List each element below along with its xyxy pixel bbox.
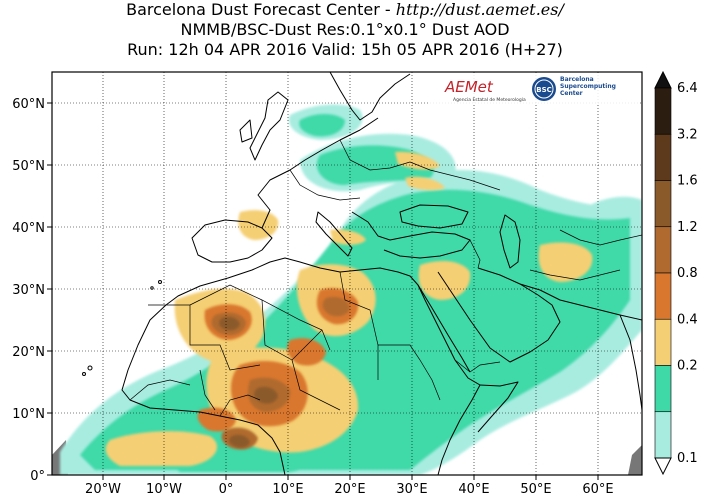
lat-label: 60°N — [12, 97, 45, 112]
lon-label: 30°E — [396, 482, 427, 496]
colorbar-segment — [654, 318, 672, 366]
colorbar-segment — [654, 180, 672, 228]
colorbar-tick-label: 0.1 — [677, 451, 698, 466]
lon-label: 40°E — [458, 482, 489, 496]
axis-ticks — [47, 102, 599, 480]
title-center-name: Barcelona Dust Forecast Center - — [126, 0, 396, 19]
bsc-logo[interactable]: BSC Barcelona Supercomputing Center — [532, 76, 616, 101]
colorbar-tick-label: 3.2 — [677, 127, 698, 142]
lon-label: 0° — [219, 482, 234, 496]
aemet-logo-caption: Agencia Estatal de Meteorología — [453, 96, 526, 103]
colorbar-tick-label: 0.2 — [677, 359, 698, 374]
colorbar-segment — [654, 411, 672, 459]
colorbar-extend-bottom — [654, 457, 672, 476]
map-panel: AEMet Agencia Estatal de Meteorología BS… — [52, 72, 642, 475]
colorbar-tick-label: 0.4 — [677, 312, 698, 327]
dust-layer-1-6 — [219, 316, 278, 448]
nodata-corner-right — [628, 445, 642, 475]
bsc-logo-name-2: Supercomputing — [560, 83, 616, 90]
colorbar-tick-label: 1.2 — [677, 220, 698, 235]
lon-label: 20°W — [85, 482, 121, 496]
aemet-logo-text: AEMet — [444, 78, 494, 96]
bsc-logo-circle — [532, 77, 556, 101]
title-url[interactable]: http://dust.aemet.es/ — [395, 0, 564, 19]
title-line-2: NMMB/BSC-Dust Res:0.1°x0.1° Dust AOD — [180, 20, 510, 39]
title-line-1: Barcelona Dust Forecast Center - http://… — [0, 0, 690, 19]
colorbar-extend-top — [654, 70, 672, 89]
colorbar-segment — [654, 272, 672, 320]
coastlines — [82, 72, 642, 475]
lat-label: 50°N — [12, 159, 45, 174]
colorbar-segment — [654, 87, 672, 135]
graticule — [52, 72, 642, 475]
longitude-labels: 20°W 10°W 0° 10°E 20°E 30°E 40°E 50°E 60… — [85, 482, 614, 496]
logo-group: AEMet Agencia Estatal de Meteorología BS… — [430, 74, 640, 104]
colorbar: 6.4 3.2 1.6 1.2 0.8 0.4 0.2 0.1 — [654, 70, 698, 476]
lon-label: 10°W — [146, 482, 182, 496]
lon-label: 50°E — [520, 482, 551, 496]
bsc-logo-name-3: Center — [560, 90, 583, 97]
lon-label: 20°E — [334, 482, 365, 496]
colorbar-tick-label: 6.4 — [677, 81, 698, 96]
colorbar-segment — [654, 226, 672, 274]
lat-label: 40°N — [12, 221, 45, 236]
country-borders — [129, 139, 642, 417]
lat-label: 30°N — [12, 283, 45, 298]
colorbar-tick-label: 1.6 — [677, 174, 698, 189]
aemet-logo[interactable]: AEMet Agencia Estatal de Meteorología — [444, 78, 526, 103]
latitude-labels: 60°N 50°N 40°N 30°N 20°N 10°N 0° — [12, 97, 45, 484]
lat-label: 0° — [30, 469, 45, 484]
bsc-logo-name-1: Barcelona — [560, 76, 594, 83]
bsc-logo-badge: BSC — [536, 86, 552, 94]
colorbar-segment — [654, 365, 672, 413]
lon-label: 10°E — [272, 482, 303, 496]
colorbar-tick-label: 0.8 — [677, 266, 698, 281]
map-frame — [51, 71, 643, 476]
lat-label: 20°N — [12, 345, 45, 360]
lat-label: 10°N — [12, 407, 45, 422]
colorbar-segment — [654, 133, 672, 181]
title-line-3: Run: 12h 04 APR 2016 Valid: 15h 05 APR 2… — [127, 40, 563, 59]
lon-label: 60°E — [582, 482, 613, 496]
